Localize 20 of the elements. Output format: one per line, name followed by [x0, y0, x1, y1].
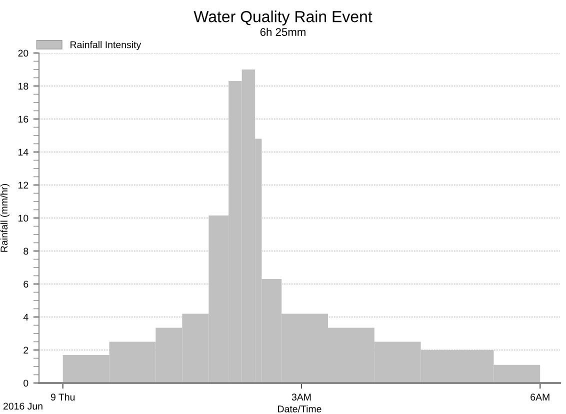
x-tick-label: 9 Thu: [50, 393, 75, 401]
y-tick-label: 10: [18, 214, 28, 222]
chart-title: Water Quality Rain Event: [194, 10, 372, 26]
text: 2016 Jun: [3, 402, 42, 410]
y-tick-label: 20: [18, 50, 28, 57]
y-tick-label: 0: [24, 380, 28, 387]
y-tick-label: 2: [24, 346, 28, 354]
x-axis-title: Date/Time: [278, 405, 322, 412]
x-tick-label: 6AM: [530, 394, 550, 401]
legend-label: Rainfall Intensity: [70, 41, 142, 50]
x-tick-label: 3AM: [292, 394, 311, 401]
y-tick-label: 14: [18, 148, 28, 156]
y-tick-label: 12: [18, 182, 28, 189]
y-tick-label: 18: [18, 82, 28, 90]
y-tick-label: 4: [23, 314, 28, 321]
y-tick-label: 6: [24, 280, 28, 288]
chart-subtitle: 6h 25mm: [260, 28, 306, 36]
y-tick-label: 16: [18, 116, 28, 123]
y-axis-title: Rainfall (mm/hr): [0, 184, 10, 252]
y-tick-label: 8: [24, 248, 28, 255]
